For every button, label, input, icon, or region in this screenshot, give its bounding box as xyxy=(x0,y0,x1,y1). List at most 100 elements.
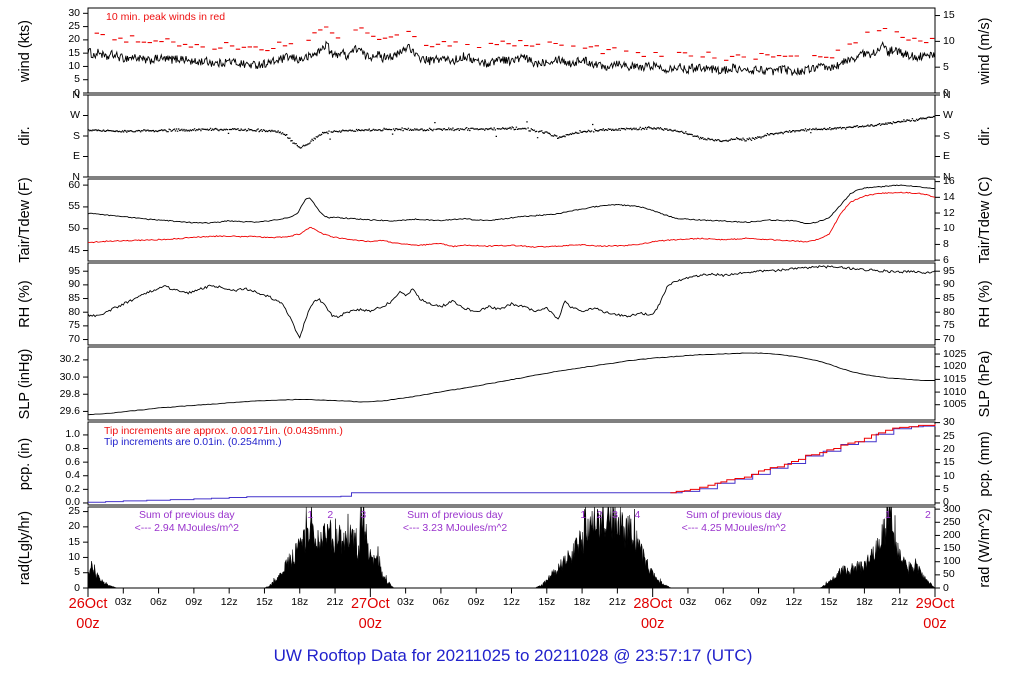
x-day-label: 28Oct 00z xyxy=(633,594,672,634)
axis-title-temp-c: Tair/Tdew (C) xyxy=(977,176,993,264)
y-tick-label-left: 5 xyxy=(74,566,80,579)
y-tick-label-right: 16 xyxy=(943,175,955,188)
y-tick-label-left: 15 xyxy=(68,535,80,548)
y-tick-label-right: 85 xyxy=(943,292,955,305)
y-tick-label-left: 0 xyxy=(74,581,80,594)
axis-title-slp-inhg: SLP (inHg) xyxy=(17,348,33,419)
x-hour-label: 09z xyxy=(467,596,485,608)
x-hour-label: 06z xyxy=(714,596,732,608)
x-hour-label: 03z xyxy=(397,596,415,608)
rad-tip-number: 4 xyxy=(634,509,641,521)
x-hour-label: 21z xyxy=(891,596,909,608)
y-tick-label-left: 80 xyxy=(68,305,80,318)
axis-title-pcp-in: pcp. (in) xyxy=(17,437,33,490)
y-tick-label-left: 0 xyxy=(74,86,80,99)
y-tick-label-left: S xyxy=(72,129,80,142)
y-tick-label-right: 0 xyxy=(943,86,949,99)
x-hour-label: 09z xyxy=(750,596,767,608)
rad-tip-number: 2 xyxy=(925,509,931,521)
x-hour-label: 03z xyxy=(114,596,132,608)
y-tick-label-right: 200 xyxy=(943,528,961,541)
axis-title-rh-left: RH (%) xyxy=(17,280,33,328)
y-tick-label-left: 95 xyxy=(68,264,80,277)
y-tick-label-right: S xyxy=(943,129,951,142)
y-tick-label-left: 70 xyxy=(68,333,80,346)
y-tick-label-right: 5 xyxy=(943,60,949,73)
x-hour-label: 09z xyxy=(185,596,203,608)
pcp-tip-annotation-blue: Tip increments are 0.01in. (0.254mm.) xyxy=(104,436,282,448)
y-tick-label-right: 150 xyxy=(943,542,961,555)
x-hour-label: 18z xyxy=(573,596,591,608)
rad-sum-line1: Sum of previous day xyxy=(138,509,235,521)
axis-title-rad-wm2: rad (W/m^2) xyxy=(977,507,993,588)
y-tick-label-left: 0.0 xyxy=(65,496,80,509)
y-tick-label-right: 1025 xyxy=(943,347,967,360)
y-tick-label-right: 100 xyxy=(943,555,961,568)
x-hour-label: 12z xyxy=(503,596,520,608)
y-tick-label-left: 45 xyxy=(68,244,80,257)
y-tick-label-right: 1015 xyxy=(943,372,967,385)
rad-tip-number: 2 xyxy=(596,509,603,521)
y-tick-label-left: 25 xyxy=(68,20,80,33)
rad-sum-annotation-3: Sum of previous day <--- 4.25 MJoules/m^… xyxy=(682,509,786,534)
x-hour-label: 15z xyxy=(820,596,838,608)
y-tick-label-left: 0.6 xyxy=(65,455,80,468)
y-tick-label-left: 29.6 xyxy=(59,404,80,417)
y-tick-label-left: 85 xyxy=(68,292,80,305)
x-hour-label: 18z xyxy=(291,596,309,608)
y-tick-label-right: 15 xyxy=(943,456,955,469)
y-tick-label-left: 15 xyxy=(68,46,80,59)
day-sublabel: 00z xyxy=(358,616,383,632)
y-tick-label-left: 0.4 xyxy=(65,469,80,482)
y-tick-label-right: 10 xyxy=(943,34,955,47)
rad-tip-number: 1 xyxy=(307,509,314,521)
day-sublabel: 00z xyxy=(923,616,947,632)
y-tick-label-right: 6 xyxy=(943,253,949,266)
x-hour-label: 15z xyxy=(538,596,556,608)
axis-title-pcp-mm: pcp. (mm) xyxy=(977,430,993,497)
y-tick-label-left: 10 xyxy=(68,59,80,72)
y-tick-label-left: 30.2 xyxy=(59,353,80,366)
x-hour-label: 12z xyxy=(220,596,238,608)
x-day-label: 26Oct 00z xyxy=(69,594,108,634)
y-tick-label-left: 10 xyxy=(68,550,80,563)
y-tick-label-right: 80 xyxy=(943,305,955,318)
y-tick-label-left: 60 xyxy=(68,178,80,191)
y-tick-label-right: 20 xyxy=(943,442,955,455)
y-tick-label-right: 10 xyxy=(943,222,955,235)
axis-title-wind-kts: wind (kts) xyxy=(17,19,33,82)
day-sublabel: 00z xyxy=(640,616,665,632)
y-tick-label-right: E xyxy=(943,150,951,162)
y-tick-label-left: 5 xyxy=(74,73,80,86)
axis-title-rad-lgly: rad(Lgly/hr) xyxy=(17,510,33,585)
rad-tip-number: 1 xyxy=(885,509,891,521)
x-hour-label: 21z xyxy=(326,596,344,608)
rad-tip-number: 2 xyxy=(327,509,334,521)
y-tick-label-right: 95 xyxy=(943,264,955,277)
y-tick-label-left: 30 xyxy=(68,6,80,19)
y-tick-label-right: 1010 xyxy=(943,385,967,398)
rad-sum-line2: <--- 3.23 MJoules/m^2 xyxy=(402,521,508,534)
y-tick-label-left: 1.0 xyxy=(65,428,80,441)
rad-tip-number: 3 xyxy=(360,509,367,521)
y-tick-label-left: 90 xyxy=(68,278,80,291)
y-tick-label-right: 50 xyxy=(943,568,955,581)
y-tick-label-left: 30.0 xyxy=(59,370,80,383)
day-label: 27Oct xyxy=(350,596,390,612)
y-tick-label-left: 0.8 xyxy=(65,442,80,455)
rad-tip-number: 1 xyxy=(580,509,587,521)
y-tick-label-left: 29.8 xyxy=(59,387,80,400)
y-tick-label-right: W xyxy=(943,109,953,121)
y-tick-label-right: 15 xyxy=(943,9,955,22)
y-tick-label-left: W xyxy=(70,109,80,121)
wind-peak-annotation: 10 min. peak winds in red xyxy=(106,11,226,23)
y-tick-label-left: E xyxy=(72,150,80,162)
rad-sum-line1: Sum of previous day xyxy=(685,509,782,521)
rad-sum-annotation-1: Sum of previous day <--- 2.94 MJoules/m^… xyxy=(135,509,239,534)
y-tick-label-right: 70 xyxy=(943,333,955,346)
y-tick-label-right: 5 xyxy=(943,483,949,496)
rad-tip-number: 3 xyxy=(612,509,618,521)
y-tick-label-right: 30 xyxy=(943,416,955,429)
